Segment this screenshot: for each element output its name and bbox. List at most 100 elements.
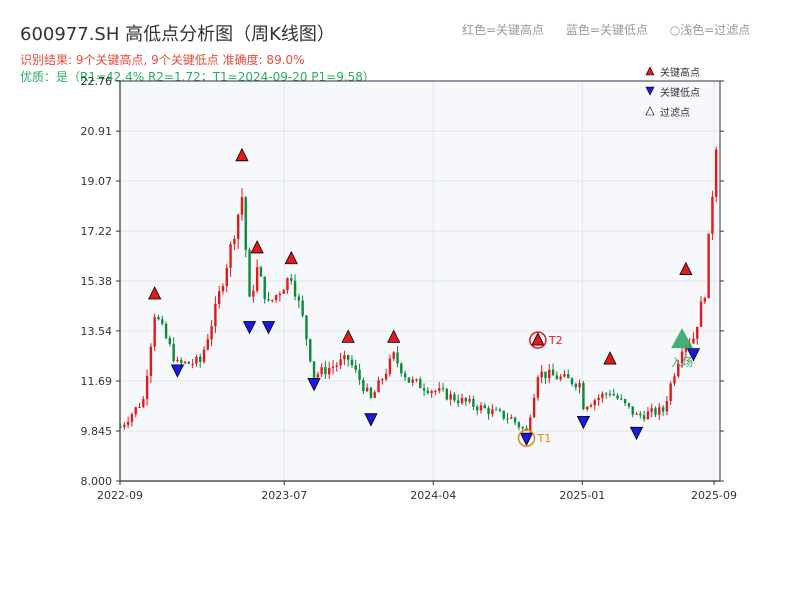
key-high-marker	[341, 329, 355, 343]
candle-body	[229, 244, 232, 268]
candle-body	[422, 388, 426, 391]
candle-body	[438, 388, 441, 391]
candle-body	[639, 413, 642, 416]
candle-body	[206, 339, 210, 350]
candle-body	[699, 301, 703, 327]
y-tick-label: 17.22	[81, 225, 113, 238]
key-high-marker	[603, 351, 617, 365]
candle-body	[586, 406, 589, 410]
candle-body	[460, 397, 464, 404]
candle-body	[684, 345, 688, 352]
candle-body	[419, 379, 422, 389]
candle-body	[134, 407, 137, 415]
candle-body	[623, 399, 627, 404]
candle-body	[536, 377, 540, 398]
candle-body	[544, 371, 547, 379]
candle-body	[259, 267, 263, 277]
key-high-marker	[679, 261, 693, 276]
x-tick-label: 2025-09	[691, 489, 737, 502]
candle-body	[521, 427, 524, 429]
candle-body	[240, 197, 244, 215]
candle-body	[711, 196, 714, 234]
candle-body	[199, 356, 202, 362]
candle-body	[324, 367, 327, 375]
candle-body	[316, 374, 320, 378]
candle-body	[407, 377, 411, 383]
candle-body	[328, 368, 331, 375]
candle-body	[669, 383, 672, 401]
candle-body	[654, 408, 657, 415]
candle-body	[392, 352, 395, 359]
candle-body	[282, 290, 285, 294]
candle-body	[388, 358, 392, 374]
candle-body	[225, 267, 228, 287]
candle-body	[494, 409, 498, 411]
candle-body	[168, 338, 172, 344]
candle-body	[123, 424, 126, 427]
candle-body	[635, 413, 638, 415]
candle-body	[627, 403, 631, 407]
key-high-marker	[148, 286, 162, 300]
y-tick-label: 9.845	[81, 425, 113, 438]
candle-body	[680, 351, 684, 364]
candle-body	[434, 390, 437, 392]
candle-body	[271, 299, 274, 301]
candle-body	[540, 371, 543, 378]
candle-body	[130, 414, 134, 422]
key-high-marker	[531, 332, 545, 346]
candle-body	[487, 408, 490, 415]
candle-body	[191, 363, 194, 365]
candle-body	[290, 278, 293, 281]
candle-body	[601, 393, 604, 398]
key-high-marker	[284, 250, 298, 265]
candle-body	[665, 400, 669, 412]
candle-body	[142, 399, 145, 407]
legend-filter-text: 过滤点	[660, 106, 690, 119]
candle-body	[612, 394, 615, 396]
t2-circle	[529, 331, 547, 349]
candle-body	[707, 233, 710, 299]
candle-body	[293, 280, 297, 297]
candle-body	[297, 296, 301, 301]
candle-body	[445, 388, 449, 400]
candle-body	[551, 369, 555, 376]
candle-body	[187, 361, 191, 364]
candle-body	[403, 373, 407, 378]
key-low-marker	[576, 415, 591, 430]
candle-body	[248, 249, 251, 297]
x-tick-label: 2022-09	[97, 489, 143, 502]
key-low-marker	[364, 413, 378, 427]
candle-body	[593, 400, 596, 406]
candle-body	[597, 397, 600, 401]
key-low-marker	[629, 426, 644, 441]
candle-body	[570, 378, 574, 385]
key-low-marker	[242, 321, 257, 335]
candle-body	[255, 267, 259, 291]
result-stats: 识别结果: 9个关键高点, 9个关键低点 准确度: 89.0%	[20, 53, 305, 67]
key-low-marker	[686, 348, 701, 362]
candle-body	[369, 387, 373, 398]
legend-high-text: 关键高点	[660, 66, 700, 79]
t2-label: T2	[548, 334, 563, 347]
candle-body	[301, 300, 304, 316]
t1-label: T1	[537, 432, 552, 445]
candle-body	[475, 406, 479, 411]
candle-body	[214, 303, 217, 327]
candle-body	[426, 390, 430, 394]
candle-body	[555, 375, 559, 380]
candle-body	[658, 407, 661, 415]
candle-body	[396, 352, 399, 364]
candle-body	[172, 343, 175, 361]
candle-body	[453, 394, 456, 401]
candle-body	[673, 376, 676, 384]
candle-body	[149, 346, 153, 376]
candle-body	[548, 369, 551, 379]
candle-body	[506, 418, 509, 420]
candle-body	[532, 397, 536, 418]
candle-body	[381, 379, 384, 381]
candle-body	[119, 426, 122, 428]
candle-body	[252, 290, 255, 297]
candle-body	[513, 417, 517, 423]
candle-body	[320, 367, 323, 375]
